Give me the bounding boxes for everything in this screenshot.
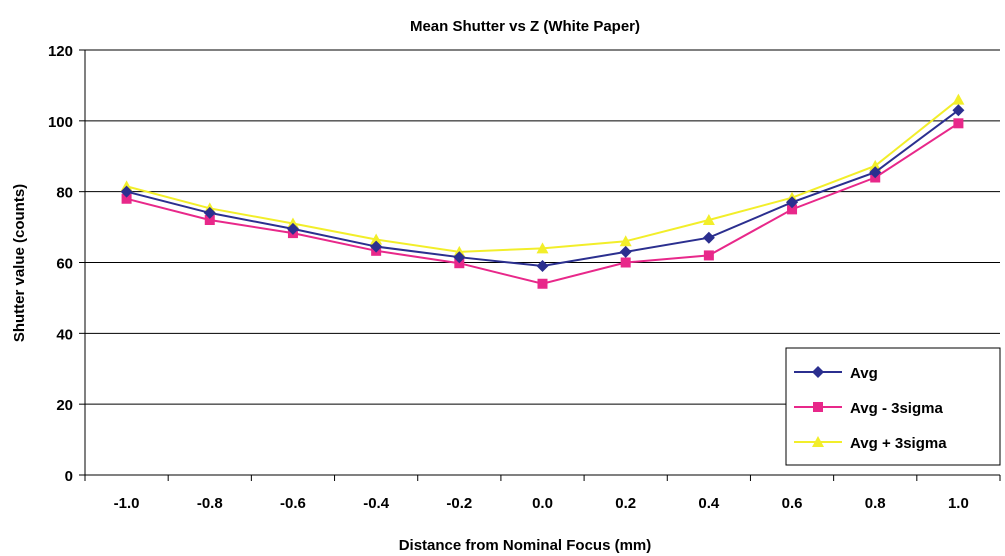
series-line-1 xyxy=(126,122,959,285)
x-tick-label-5: 0.0 xyxy=(532,495,553,512)
point-s1-4 xyxy=(454,258,465,269)
point-s2-9 xyxy=(869,159,882,171)
legend-label-0: Avg xyxy=(850,365,878,382)
y-tick-label-20: 20 xyxy=(56,397,73,414)
y-tick-label-40: 40 xyxy=(56,326,73,343)
point-s2-7 xyxy=(702,214,715,225)
point-s1-10 xyxy=(953,118,964,129)
y-tick-label-100: 100 xyxy=(48,114,73,131)
point-s0-10 xyxy=(952,104,965,117)
legend-label-2: Avg + 3sigma xyxy=(850,435,947,452)
point-s1-1 xyxy=(204,215,215,225)
x-tick-label-9: 0.8 xyxy=(865,495,886,512)
x-tick-label-3: -0.4 xyxy=(363,495,390,512)
point-s2-10 xyxy=(952,93,965,105)
point-s0-8 xyxy=(786,196,799,209)
legend: Avg Avg - 3sigma Avg + 3sigma xyxy=(785,347,1001,466)
x-tick-label-2: -0.6 xyxy=(280,495,306,512)
point-s0-5 xyxy=(536,260,549,273)
x-tick-label-4: -0.2 xyxy=(446,495,472,512)
series-layer xyxy=(120,93,965,289)
point-s1-8 xyxy=(787,204,798,215)
x-tick-label-8: 0.6 xyxy=(782,495,803,512)
y-tick-label-0: 0 xyxy=(65,468,73,485)
y-tick-label-80: 80 xyxy=(56,185,73,202)
x-axis-title: Distance from Nominal Focus (mm) xyxy=(399,537,652,554)
point-s1-5 xyxy=(537,278,548,289)
x-tick-label-1: -0.8 xyxy=(197,495,223,512)
legend-swatch-marker-0 xyxy=(812,366,824,378)
point-s0-6 xyxy=(619,245,632,258)
y-tick-label-120: 120 xyxy=(48,43,73,60)
point-s2-5 xyxy=(536,242,549,254)
point-s0-3 xyxy=(370,240,383,253)
series-line-2 xyxy=(126,98,960,253)
y-tick-label-60: 60 xyxy=(56,256,73,273)
point-s0-1 xyxy=(203,206,216,219)
point-s1-0 xyxy=(121,193,132,204)
chart-title: Mean Shutter vs Z (White Paper) xyxy=(410,18,640,35)
x-tick-label-0: -1.0 xyxy=(114,495,140,512)
point-s1-6 xyxy=(620,257,631,268)
x-tick-label-6: 0.2 xyxy=(615,495,636,512)
legend-swatch-marker-2 xyxy=(812,436,824,447)
point-s0-4 xyxy=(453,251,466,264)
ticks-layer: 0 20 40 60 80 100 120 -1.0 -0.8 -0.6 -0.4 -0.2 0.0 0.… xyxy=(48,43,1001,512)
legend-label-1: Avg - 3sigma xyxy=(850,400,943,417)
point-s0-9 xyxy=(869,166,882,179)
legend-swatch-marker-1 xyxy=(813,402,823,412)
point-s0-0 xyxy=(120,185,133,198)
point-s2-6 xyxy=(619,235,632,247)
x-tick-label-7: 0.4 xyxy=(698,495,720,512)
x-tick-label-10: 1.0 xyxy=(948,495,969,512)
point-s2-3 xyxy=(370,233,383,245)
y-axis-title: Shutter value (counts) xyxy=(11,184,28,342)
point-s0-7 xyxy=(702,231,715,244)
series-2 xyxy=(120,93,965,257)
point-s0-2 xyxy=(286,222,299,235)
point-s1-7 xyxy=(703,250,714,261)
series-0 xyxy=(120,104,965,273)
